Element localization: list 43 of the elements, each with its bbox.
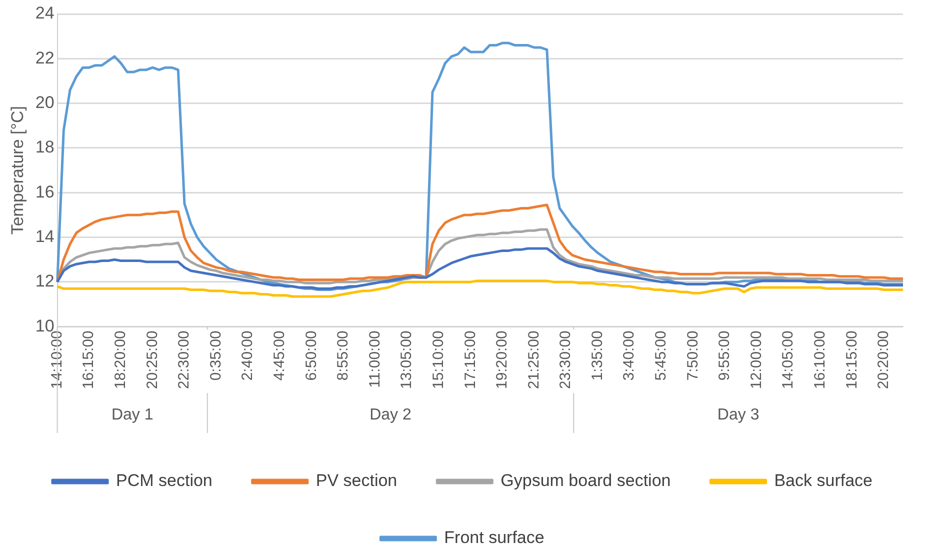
legend-label: PV section (316, 471, 398, 490)
x-tick-label: 8:55:00 (334, 330, 352, 381)
x-tick-label: 18:15:00 (843, 330, 860, 389)
x-tick-label: 18:20:00 (112, 330, 130, 389)
x-tick-label: 9:55:00 (716, 330, 734, 381)
x-tick-label: 2:40:00 (239, 330, 256, 381)
x-tick-label: 20:25:00 (144, 330, 161, 389)
x-tick-label: 14:10:00 (48, 330, 66, 389)
y-tick-label: 22 (35, 48, 54, 68)
y-axis-title: Temperature [°C] (8, 106, 27, 235)
text: Day 3 (717, 406, 760, 424)
x-tick-label: 4:45:00 (271, 330, 288, 381)
y-tick-label: 12 (35, 272, 54, 291)
x-tick-label: 5:45:00 (652, 330, 670, 381)
x-tick-label: 12:00:00 (748, 330, 765, 389)
x-tick-label: 19:20:00 (494, 330, 511, 389)
x-tick-label: 17:15:00 (462, 330, 479, 389)
x-tick-label: 16:15:00 (80, 330, 98, 389)
x-tick-label: 23:30:00 (557, 330, 574, 389)
x-tick-label: 3:40:00 (620, 330, 638, 381)
x-tick-label: 6:50:00 (302, 330, 320, 381)
x-tick-label: 14:05:00 (780, 330, 797, 389)
y-tick-label: 20 (35, 93, 54, 112)
legend-label: Gypsum board section (500, 471, 671, 490)
x-tick-label: 0:35:00 (207, 330, 224, 381)
x-tick-label: 11:00:00 (366, 330, 384, 388)
y-tick-label: 14 (35, 226, 54, 246)
x-tick-label: 13:05:00 (398, 330, 416, 389)
x-tick-label: 20:20:00 (875, 330, 892, 389)
y-tick-label: 18 (35, 138, 54, 157)
text: Day 2 (370, 406, 412, 424)
x-tick-label: 1:35:00 (588, 330, 606, 381)
legend-label: Front surface (444, 528, 544, 548)
x-tick-label: 16:10:00 (811, 330, 828, 389)
y-tick-label: 24 (35, 4, 54, 23)
x-tick-label: 15:10:00 (430, 330, 447, 389)
x-tick-label: 21:25:00 (525, 330, 542, 389)
text: Day 1 (111, 406, 154, 424)
x-tick-label: 7:50:00 (684, 330, 702, 381)
legend-label: PCM section (116, 471, 212, 490)
y-tick-label: 16 (35, 182, 54, 202)
x-tick-label: 22:30:00 (176, 330, 193, 389)
legend-label: Back surface (774, 471, 872, 490)
